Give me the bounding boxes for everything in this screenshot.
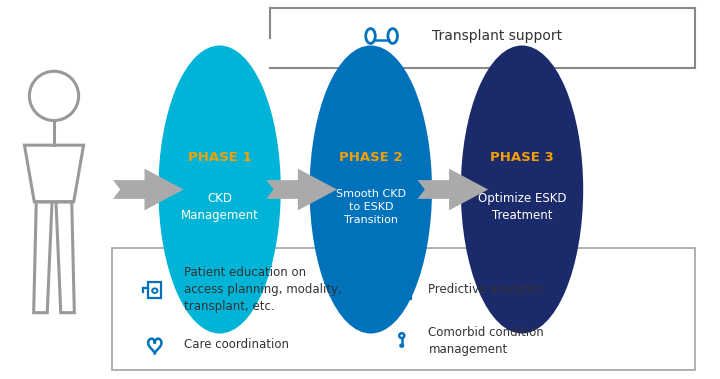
Polygon shape [113,169,184,210]
Text: PHASE 1: PHASE 1 [188,151,251,164]
Text: Care coordination: Care coordination [184,338,289,351]
Ellipse shape [158,45,281,334]
Text: PHASE 3: PHASE 3 [490,151,554,164]
Text: Predictive analytics: Predictive analytics [428,283,544,296]
Polygon shape [266,169,337,210]
Text: Optimize ESKD
Treatment: Optimize ESKD Treatment [478,192,566,222]
Polygon shape [418,169,488,210]
Ellipse shape [461,45,583,334]
Text: Comorbid condition
management: Comorbid condition management [428,326,544,356]
Text: CKD
Management: CKD Management [181,192,258,222]
Text: Smooth CKD
to ESKD
Transition: Smooth CKD to ESKD Transition [336,189,406,225]
Text: PHASE 2: PHASE 2 [339,151,402,164]
Text: Patient education on
access planning, modality,
transplant, etc.: Patient education on access planning, mo… [184,266,341,313]
Text: Transplant support: Transplant support [432,29,562,43]
Ellipse shape [310,45,432,334]
